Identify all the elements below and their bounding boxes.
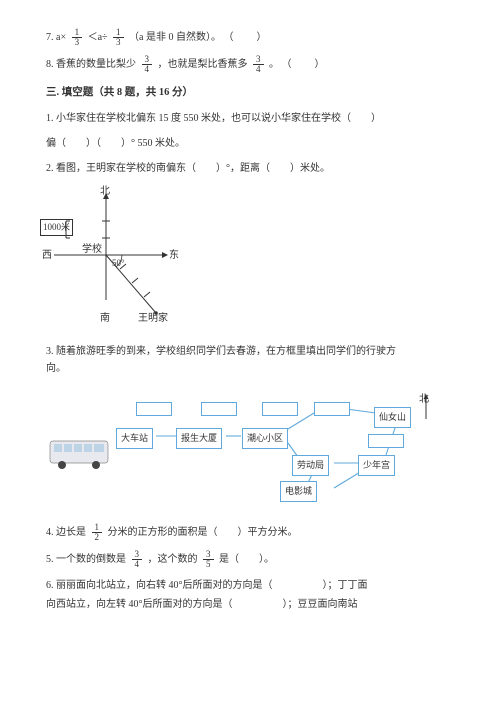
label-scale: 1000米 — [40, 219, 73, 236]
box-bus-station: 大车站 — [116, 428, 153, 449]
question-7: 7. a× 13 ＜a÷ 13 （a 是非 0 自然数）。 （ ） — [46, 28, 454, 47]
p4-tail: 分米的正方形的面积是（ ）平方分米。 — [108, 527, 298, 538]
fraction-1-2: 12 — [92, 523, 103, 542]
blank-box-4 — [314, 402, 350, 416]
problem-3-line2: 向。 — [46, 360, 454, 377]
q7-mid2: （a 是非 0 自然数）。 — [129, 32, 221, 43]
blank-box-2 — [201, 402, 237, 416]
fraction-3-4: 34 — [253, 55, 264, 74]
fraction-1-3: 13 — [72, 28, 83, 47]
fraction-3-4: 34 — [142, 55, 153, 74]
fraction-3-4: 34 — [132, 550, 143, 569]
blank-box-1 — [136, 402, 172, 416]
box-baosheng: 报生大厦 — [176, 428, 222, 449]
label-school: 学校 — [82, 241, 102, 258]
flow-svg — [46, 385, 436, 515]
label-west: 西 — [42, 247, 52, 264]
q8-tail: 。 — [269, 59, 279, 70]
box-cinema: 电影城 — [280, 481, 317, 502]
fraction-3-5: 35 — [203, 550, 214, 569]
label-angle: 50° — [112, 256, 125, 271]
problem-5: 5. 一个数的倒数是 34 ，这个数的 35 是（ ）。 — [46, 550, 454, 569]
box-xianv: 仙女山 — [374, 407, 411, 428]
label-north-flow: 北 — [419, 391, 429, 408]
bus-icon — [50, 441, 108, 469]
p5-prefix: 5. 一个数的倒数是 — [46, 554, 126, 565]
label-north: 北 — [100, 183, 110, 200]
problem-6-line1: 6. 丽丽面向北站立，向右转 40°后所面对的方向是（ ）；丁丁面 — [46, 577, 454, 594]
p5-mid: ，这个数的 — [148, 554, 198, 565]
label-wangming: 王明家 — [138, 310, 168, 327]
q8-mid: ，也就是梨比香蕉多 — [158, 59, 248, 70]
blank-box-5 — [368, 434, 404, 448]
problem-6-line2: 向西站立，向左转 40°后所面对的方向是（ ）；豆豆面向南站 — [46, 596, 454, 613]
q8-prefix: 8. 香蕉的数量比梨少 — [46, 59, 136, 70]
compass-figure: 北 南 东 西 学校 50° 1000米 王明家 — [46, 185, 191, 335]
question-8: 8. 香蕉的数量比梨少 34 ，也就是梨比香蕉多 34 。 （ ） — [46, 55, 454, 74]
p4-prefix: 4. 边长是 — [46, 527, 86, 538]
fraction-1-3: 13 — [113, 28, 124, 47]
q7-mid1: ＜a÷ — [88, 32, 108, 43]
box-labor: 劳动局 — [292, 455, 329, 476]
q7-prefix: 7. a× — [46, 32, 66, 43]
problem-4: 4. 边长是 12 分米的正方形的面积是（ ）平方分米。 — [46, 523, 454, 542]
flow-figure: 大车站 报生大厦 潮心小区 劳动局 电影城 少年宫 仙女山 北 — [46, 385, 436, 515]
problem-2-text: 2. 看图，王明家在学校的南偏东（ ）°，距离（ ）米处。 — [46, 160, 454, 177]
label-east: 东 — [169, 247, 179, 264]
p5-tail: 是（ ）。 — [219, 554, 274, 565]
box-youth: 少年宫 — [358, 455, 395, 476]
box-tianxin: 潮心小区 — [242, 428, 288, 449]
q8-blank: （ ） — [282, 59, 326, 70]
problem-3-line1: 3. 随着旅游旺季的到来，学校组织同学们去春游，在方框里填出同学们的行驶方 — [46, 343, 454, 360]
q7-blank: （ ） — [223, 32, 267, 43]
label-south: 南 — [100, 310, 110, 327]
section-3-title: 三. 填空题（共 8 题，共 16 分） — [46, 84, 454, 102]
blank-box-3 — [262, 402, 298, 416]
problem-1-line2: 偏（ ）（ ）° 550 米处。 — [46, 135, 454, 152]
problem-1-line1: 1. 小华家住在学校北偏东 15 度 550 米处，也可以说小华家住在学校（ ） — [46, 110, 454, 127]
